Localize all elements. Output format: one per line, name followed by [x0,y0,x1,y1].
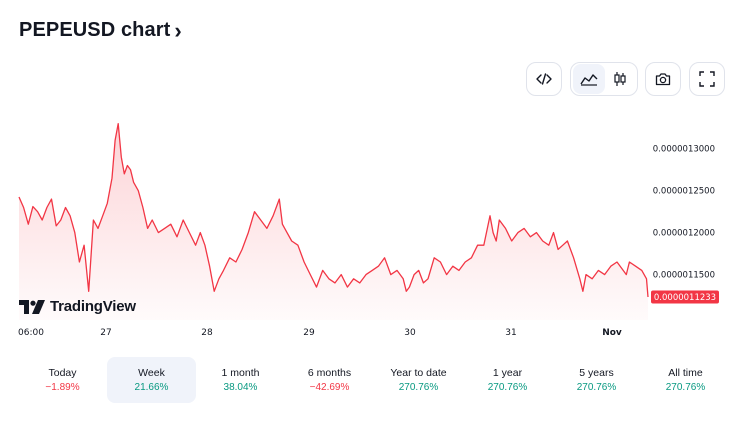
period-label: Year to date [390,367,447,379]
period-label: All time [668,367,703,379]
candlestick-button[interactable] [605,64,635,94]
period-change: −42.69% [309,382,350,393]
period-change: 38.04% [223,382,258,393]
chevron-right-icon: › [174,17,182,43]
period-5-years[interactable]: 5 years 270.76% [552,357,641,403]
y-axis-tick-label: 0.0000011500 [653,271,715,281]
embed-code-icon [536,64,552,94]
x-axis-tick-label: 30 [404,328,416,338]
x-axis-tick-label: 27 [100,328,111,338]
period-year-to-date[interactable]: Year to date 270.76% [374,357,463,403]
candlestick-icon [614,72,626,86]
area-chart-button[interactable] [573,64,605,94]
period-label: 1 month [221,367,260,379]
x-axis-tick-label: 31 [505,328,516,338]
y-axis-tick-label: 0.0000012000 [653,229,715,239]
period-all-time[interactable]: All time 270.76% [641,357,730,403]
chart-style-toggle[interactable] [570,62,638,96]
tradingview-logo-text: TradingView [50,298,136,315]
camera-icon [655,64,671,94]
period-change: 270.76% [487,382,528,393]
period-1-year[interactable]: 1 year 270.76% [463,357,552,403]
price-area [19,123,648,320]
area-chart-icon [580,74,598,86]
x-axis-tick-label: 06:00 [18,328,44,338]
period-today[interactable]: Today −1.89% [18,357,107,403]
period-label: Today [48,367,77,379]
y-axis-tick-label: 0.0000013000 [653,145,715,155]
tradingview-logo-icon [19,299,45,314]
x-axis-tick-label: 29 [303,328,315,338]
chart-title-link[interactable]: PEPEUSD chart › [19,19,182,42]
period-selector: Today −1.89% Week 21.66% 1 month 38.04% 6 m… [18,357,730,403]
embed-button[interactable] [526,62,562,96]
period-label: 1 year [492,367,523,379]
period-change: 21.66% [134,382,169,393]
x-axis-tick-label: 28 [201,328,213,338]
period-change: 270.76% [576,382,617,393]
last-price-label: 0.0000011233 [654,293,716,303]
fullscreen-button[interactable] [689,62,725,96]
period-1-month[interactable]: 1 month 38.04% [196,357,285,403]
period-change: 270.76% [665,382,706,393]
period-week[interactable]: Week 21.66% [107,357,196,403]
price-line [18,122,649,298]
period-change: −1.89% [45,382,80,393]
period-6-months[interactable]: 6 months −42.69% [285,357,374,403]
fullscreen-icon [699,64,715,94]
y-axis-tick-label: 0.0000012500 [653,187,715,197]
tradingview-logo: TradingView [19,298,136,315]
x-axis-tick-label: Nov [602,328,622,338]
period-label: 5 years [579,367,614,379]
last-price-tag [651,290,719,304]
snapshot-button[interactable] [645,62,681,96]
price-chart[interactable]: 0.0000013000 0.0000012500 0.0000012000 0.00… [0,100,750,350]
period-label: Week [138,367,165,379]
period-label: 6 months [307,367,352,379]
period-change: 270.76% [398,382,439,393]
chart-title: PEPEUSD chart [19,19,171,41]
